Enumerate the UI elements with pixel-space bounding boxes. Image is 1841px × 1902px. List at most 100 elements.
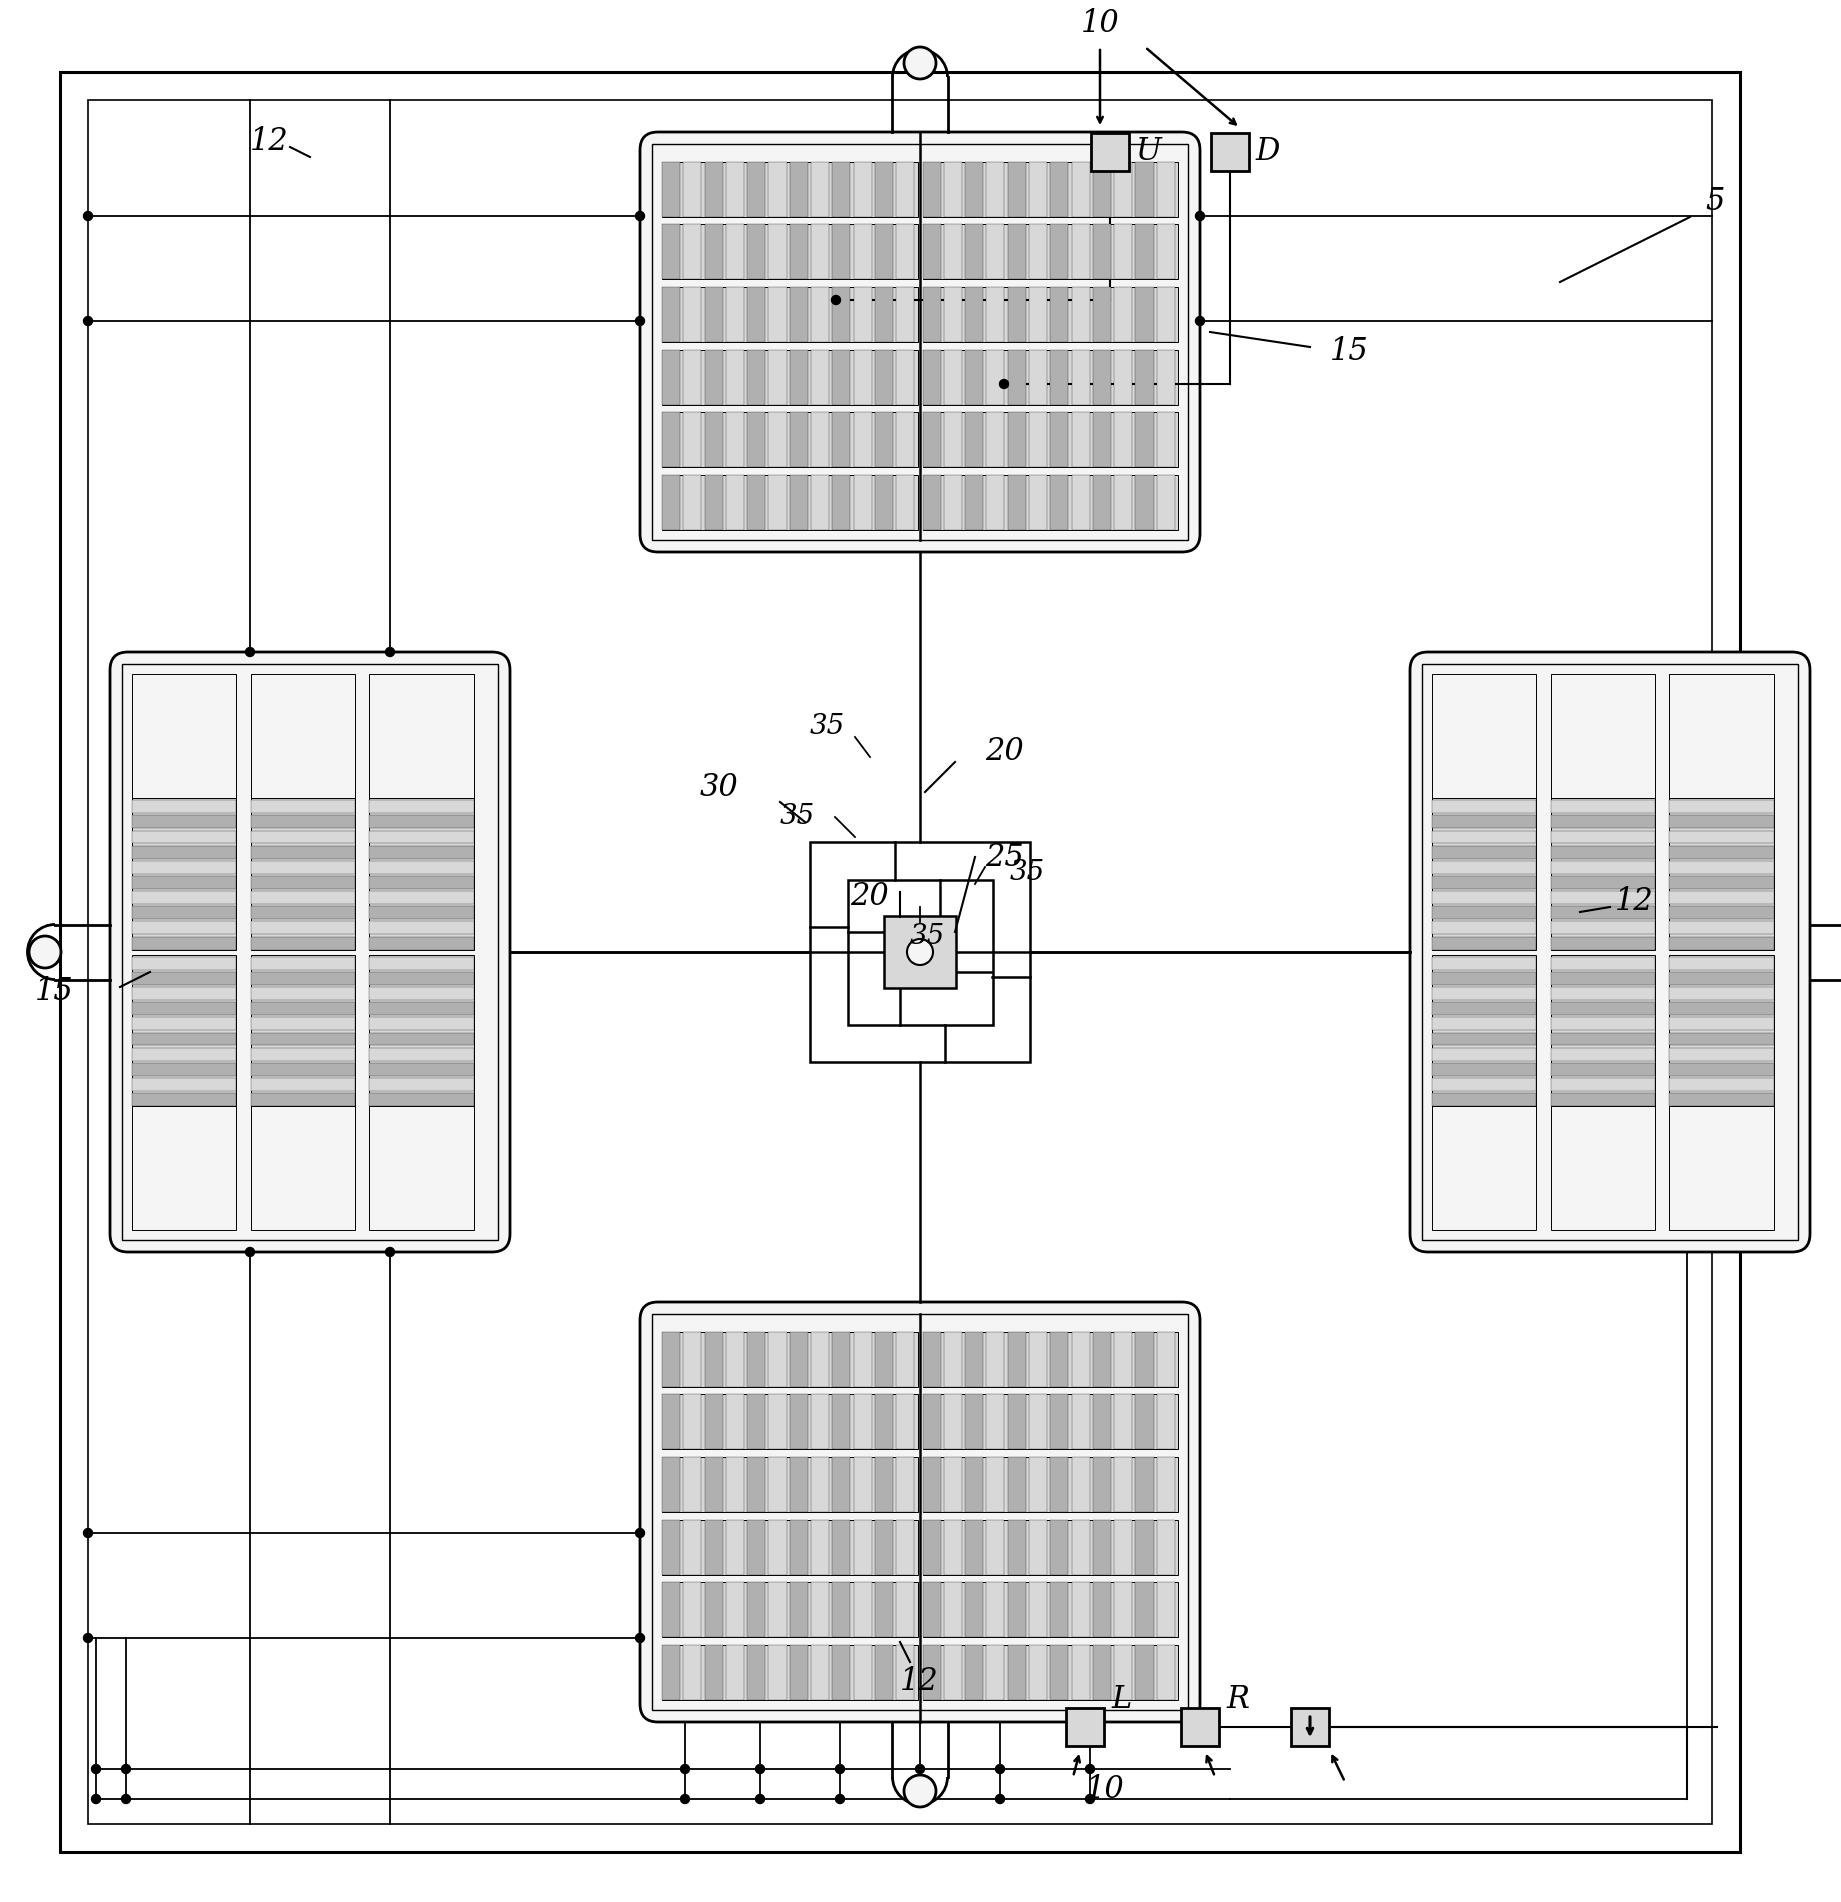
Bar: [747, 1645, 766, 1700]
Bar: [250, 1078, 355, 1092]
Bar: [812, 1582, 828, 1638]
Bar: [1432, 831, 1537, 843]
Bar: [725, 1394, 744, 1449]
Bar: [987, 1457, 1005, 1512]
Bar: [790, 162, 808, 217]
Bar: [1136, 287, 1154, 342]
Bar: [133, 1078, 236, 1092]
Bar: [133, 907, 236, 919]
Bar: [747, 413, 766, 468]
Bar: [663, 1457, 679, 1512]
Text: 20: 20: [851, 881, 889, 913]
Bar: [683, 1331, 701, 1387]
Bar: [663, 224, 679, 280]
Bar: [1670, 1018, 1773, 1031]
Text: 35: 35: [810, 713, 845, 740]
Bar: [133, 846, 236, 858]
Text: U: U: [1136, 137, 1160, 167]
Bar: [683, 1645, 701, 1700]
Bar: [854, 1520, 873, 1575]
Bar: [705, 287, 724, 342]
Bar: [1670, 816, 1773, 827]
Text: 20: 20: [985, 736, 1024, 768]
Bar: [768, 1582, 786, 1638]
Bar: [965, 1520, 983, 1575]
Bar: [1432, 955, 1537, 1107]
Bar: [987, 1394, 1005, 1449]
Bar: [370, 921, 473, 934]
Bar: [1094, 224, 1110, 280]
Bar: [1670, 877, 1773, 888]
Bar: [922, 287, 941, 342]
Bar: [663, 1520, 917, 1575]
Bar: [1007, 1582, 1025, 1638]
Bar: [370, 673, 473, 799]
Bar: [250, 801, 355, 814]
Text: R: R: [1226, 1683, 1248, 1714]
Bar: [1156, 1394, 1175, 1449]
Bar: [1007, 1520, 1025, 1575]
Bar: [705, 1394, 724, 1449]
Bar: [1066, 1708, 1105, 1746]
Bar: [922, 1394, 941, 1449]
Bar: [922, 1394, 1178, 1449]
Bar: [663, 1331, 679, 1387]
Bar: [747, 224, 766, 280]
Bar: [133, 1107, 236, 1231]
Bar: [922, 162, 1178, 217]
Bar: [1007, 350, 1025, 405]
Bar: [874, 1331, 893, 1387]
Bar: [812, 1394, 828, 1449]
Bar: [1049, 1582, 1068, 1638]
Circle shape: [92, 1765, 101, 1773]
Bar: [1432, 877, 1537, 888]
Bar: [663, 413, 679, 468]
Circle shape: [83, 316, 92, 325]
Bar: [790, 350, 808, 405]
Bar: [725, 1582, 744, 1638]
Bar: [1114, 413, 1132, 468]
Bar: [790, 1645, 808, 1700]
Circle shape: [996, 1794, 1005, 1803]
Bar: [133, 1048, 236, 1061]
Bar: [768, 162, 786, 217]
Bar: [1092, 133, 1129, 171]
Bar: [1136, 350, 1154, 405]
Bar: [683, 287, 701, 342]
Bar: [1136, 413, 1154, 468]
Bar: [1550, 1002, 1655, 1016]
Bar: [1007, 1331, 1025, 1387]
Bar: [832, 287, 851, 342]
Bar: [133, 987, 236, 1000]
Bar: [683, 1457, 701, 1512]
Bar: [832, 1520, 851, 1575]
Bar: [1670, 1078, 1773, 1092]
Bar: [1114, 1520, 1132, 1575]
Bar: [250, 673, 355, 799]
Bar: [250, 1018, 355, 1031]
Bar: [370, 1048, 473, 1061]
Bar: [832, 1582, 851, 1638]
Bar: [1071, 1582, 1090, 1638]
Bar: [1550, 955, 1655, 1107]
Bar: [768, 224, 786, 280]
Circle shape: [832, 295, 841, 304]
Bar: [1550, 799, 1655, 949]
Bar: [133, 799, 236, 949]
Bar: [812, 476, 828, 531]
Bar: [250, 1094, 355, 1107]
Bar: [1094, 1645, 1110, 1700]
Bar: [1136, 162, 1154, 217]
Bar: [652, 1314, 1187, 1710]
Bar: [1432, 957, 1537, 970]
Bar: [922, 224, 941, 280]
Bar: [663, 1520, 679, 1575]
Bar: [1156, 476, 1175, 531]
Bar: [1049, 224, 1068, 280]
Bar: [250, 907, 355, 919]
Bar: [832, 1331, 851, 1387]
Circle shape: [122, 1794, 131, 1803]
Bar: [250, 862, 355, 873]
Bar: [897, 1331, 915, 1387]
Bar: [965, 1331, 983, 1387]
